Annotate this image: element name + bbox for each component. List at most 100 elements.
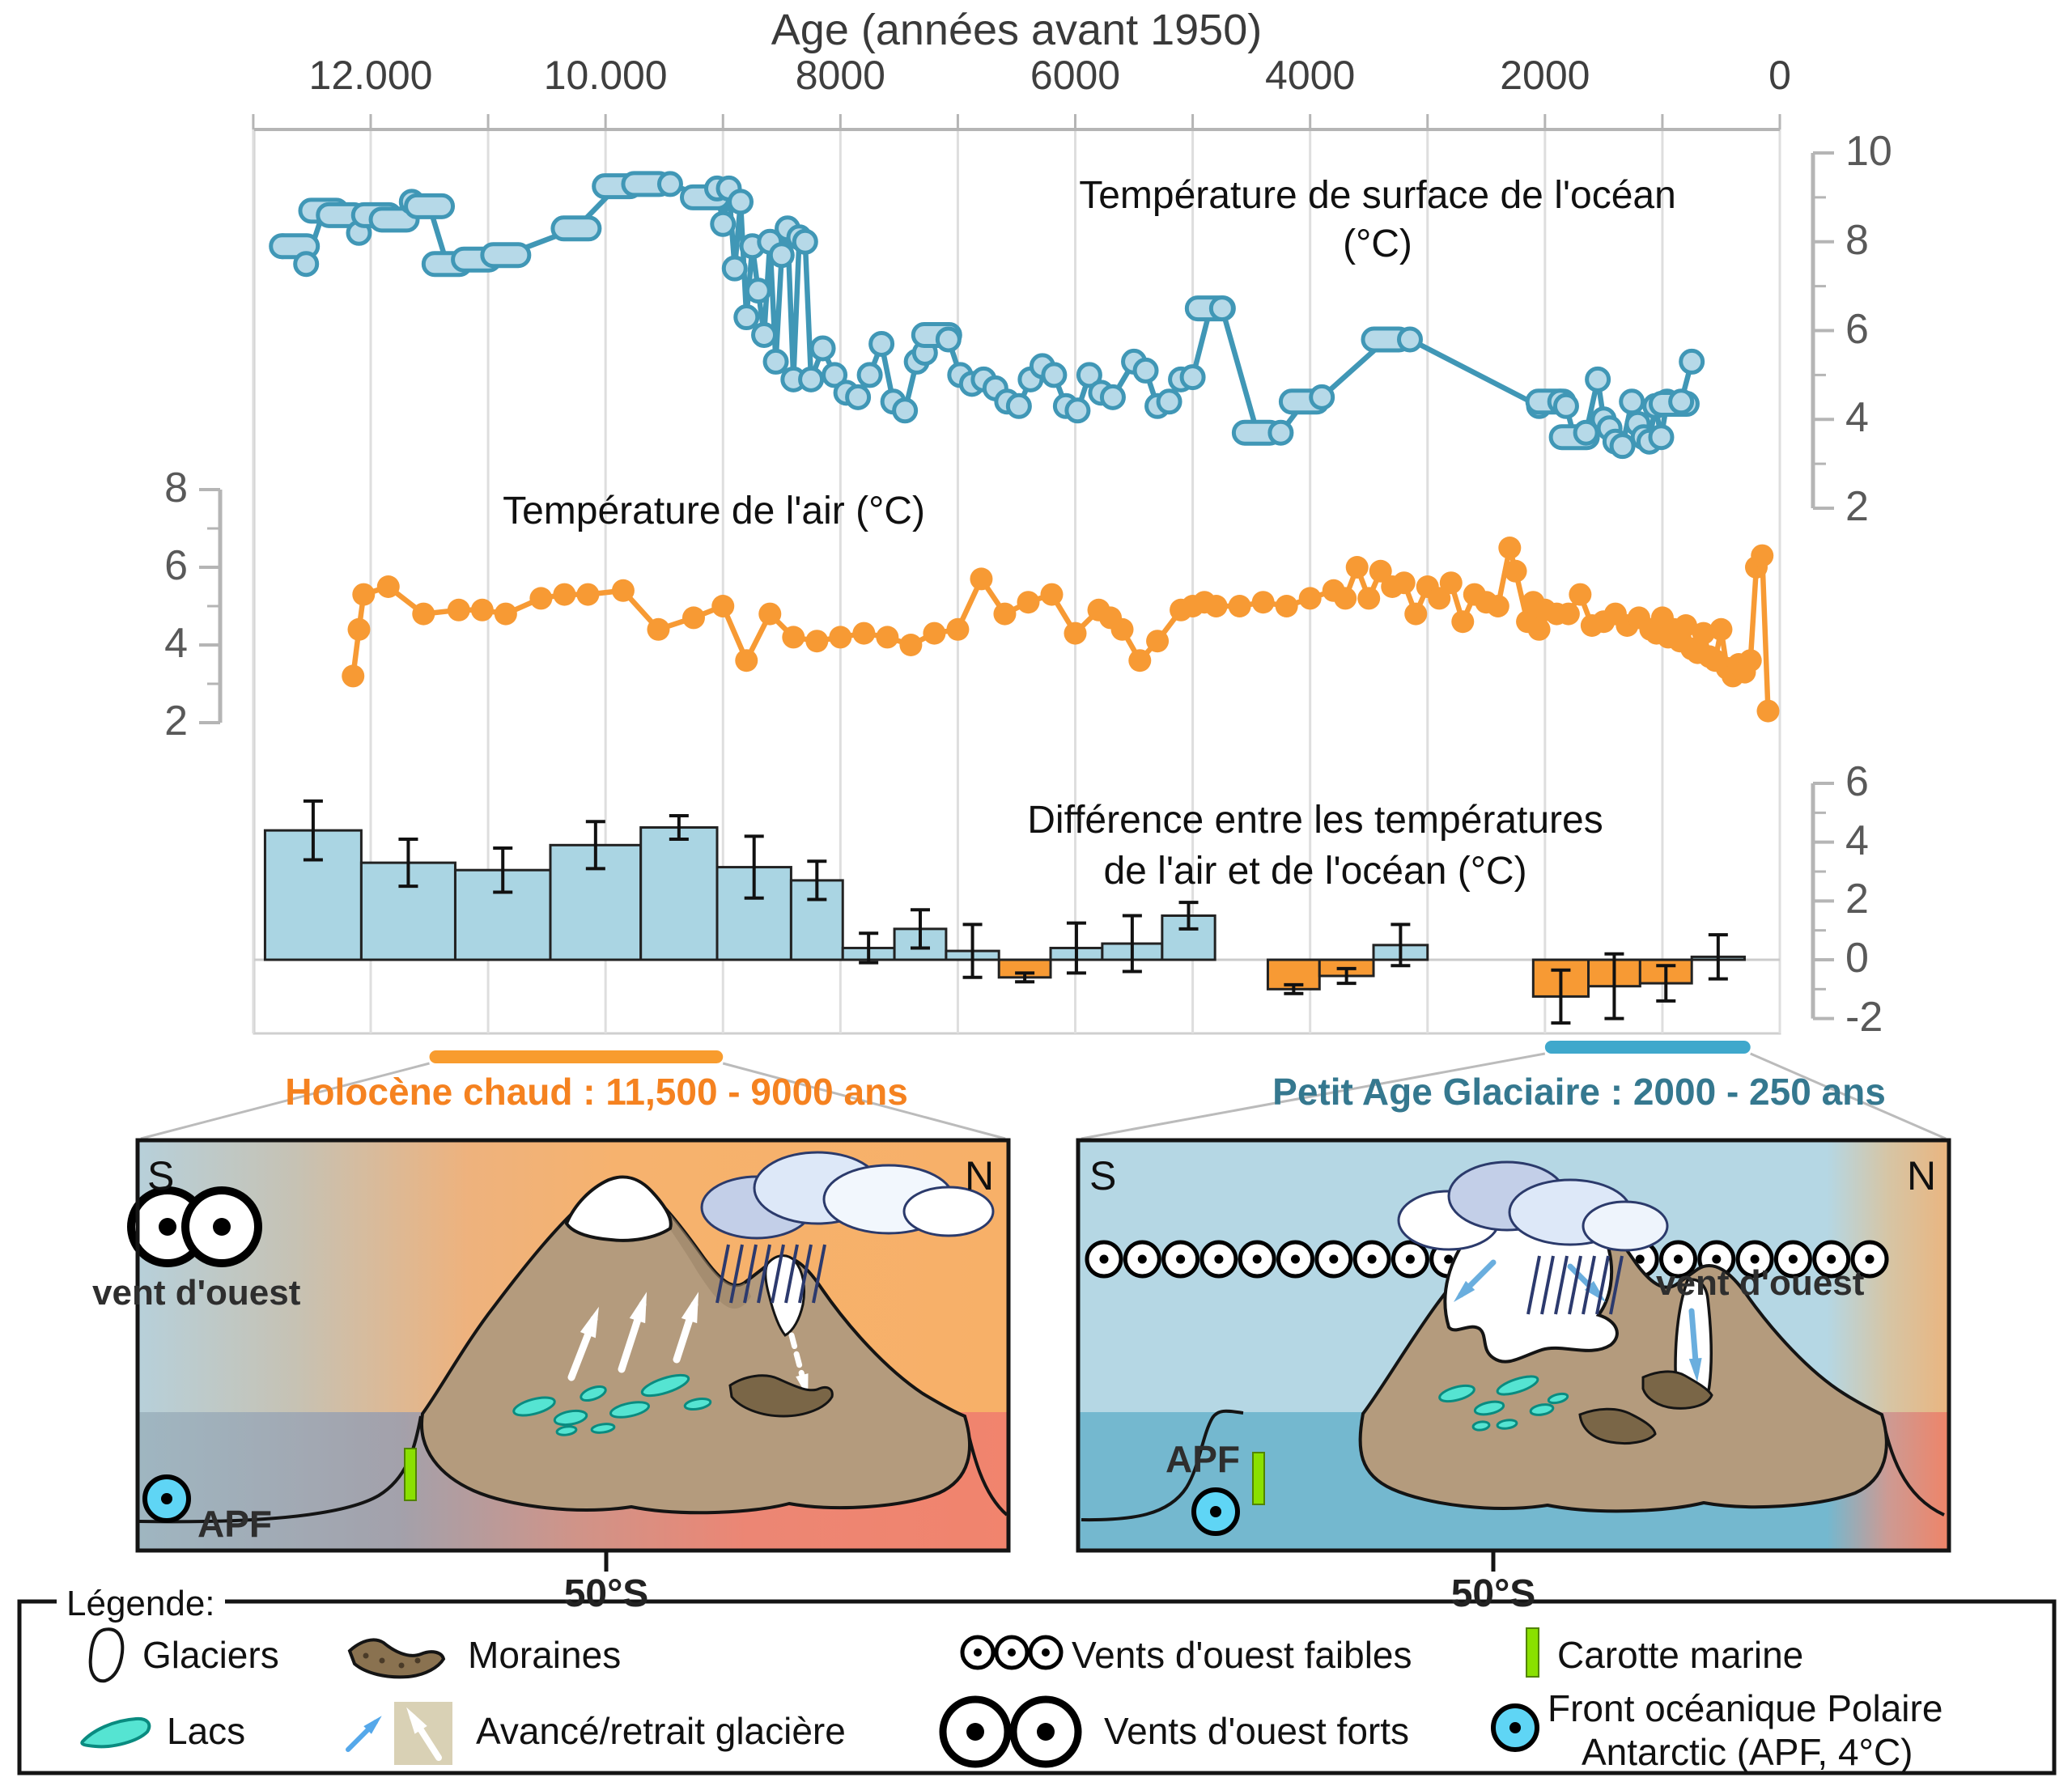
air-y-axis-label: 4 (164, 620, 188, 667)
ocean-data-point (745, 278, 771, 304)
wind-icon (1735, 1240, 1774, 1279)
x-tick-label: 4000 (1265, 53, 1356, 98)
wind-icon (1659, 1240, 1697, 1279)
air-data-point (347, 617, 371, 641)
air-data-point (553, 583, 576, 606)
legend-label-lakes: Lacs (167, 1710, 246, 1752)
wind-icon (1352, 1240, 1391, 1279)
warm-period-bar (429, 1050, 724, 1063)
air-data-point (576, 583, 600, 606)
air-data-point (758, 602, 782, 626)
wind-icon (939, 1695, 1012, 1768)
lake-icon (580, 1385, 607, 1402)
air-data-point (782, 626, 805, 649)
ocean-data-point (368, 206, 420, 233)
panel2-apf-label: APF (1166, 1438, 1240, 1480)
ocean-data-point (762, 348, 789, 375)
air-data-point (1128, 649, 1152, 672)
moraine-icon (1578, 1407, 1657, 1445)
air-data-point (647, 617, 670, 641)
air-data-point (1498, 537, 1522, 559)
air-data-point (1486, 595, 1509, 617)
air-data-point (1369, 559, 1392, 583)
air-data-point (1040, 583, 1064, 606)
panel-little-ice-age (1076, 1138, 1951, 1572)
lakes (512, 1373, 712, 1436)
ocean-series (269, 171, 1705, 460)
seafloor-line (1081, 1409, 1244, 1522)
cloud-icon (700, 1151, 995, 1240)
air-data-point (1751, 544, 1774, 567)
ocean-data-point (751, 321, 778, 348)
marine-core-icon (404, 1448, 417, 1501)
ocean-y-axis-label: 2 (1845, 483, 1869, 530)
panel2-wind-label: vent d'ouest (1656, 1263, 1865, 1303)
marine-core-icon (1526, 1627, 1539, 1678)
ocean-data-point (1668, 388, 1695, 415)
air-chart-title: Température de l'air (°C) (503, 490, 925, 532)
glacier-retreat-arrow-icon (567, 1292, 809, 1398)
x-tick-label: 0 (1768, 53, 1791, 98)
air-data-point (899, 634, 923, 656)
air-data-point (1357, 587, 1381, 610)
ocean-data-point (892, 397, 919, 424)
ocean-data-point (550, 215, 602, 242)
air-data-point (1228, 595, 1251, 617)
ocean-data-point (768, 242, 795, 269)
difference-y-axis-label: 6 (1845, 758, 1869, 806)
ocean-chart-title: Température de surface de l'océan (1079, 174, 1676, 217)
ocean-data-point (792, 228, 818, 255)
legend-label-apf-line1: Front océanique Polaire (1548, 1687, 1943, 1729)
air-data-point (1556, 602, 1580, 626)
panel1-wind-label: vent d'ouest (92, 1273, 301, 1313)
air-data-point (352, 583, 376, 606)
ocean-data-point (1267, 419, 1294, 446)
air-data-point (494, 602, 517, 626)
ocean-data-point (1179, 364, 1206, 391)
period-markers (140, 1041, 1947, 1140)
air-data-point (1298, 587, 1322, 610)
legend-label-advance-retreat: Avancé/retrait glacière (476, 1710, 846, 1752)
lakes (1438, 1375, 1569, 1432)
air-data-point (1275, 595, 1298, 617)
air-data-point (412, 602, 435, 626)
air-data-point (342, 664, 365, 688)
ocean-data-point (1076, 362, 1102, 388)
ocean-data-point (935, 326, 962, 353)
ocean-data-point (1573, 419, 1599, 446)
ocean-data-point (1552, 392, 1579, 419)
panel1-north-label: N (965, 1153, 995, 1198)
ocean-y-axis-label: 6 (1845, 305, 1869, 353)
air-data-point (711, 595, 735, 617)
air-data-point (1110, 617, 1134, 641)
ocean-data-point (798, 366, 825, 392)
legend-label-glaciers: Glaciers (142, 1634, 279, 1676)
air-data-point (852, 621, 876, 645)
wind-icon (1028, 1635, 1064, 1670)
x-tick-label: 8000 (795, 53, 885, 98)
panel1-latitude-label: 50°S (563, 1572, 649, 1615)
ocean-data-point (293, 251, 320, 278)
lake-icon (1496, 1375, 1539, 1396)
legend (17, 1599, 2057, 1775)
legend-label-apf-line2: Antarctic (APF, 4°C) (1582, 1731, 1913, 1773)
legend-title: Légende: (57, 1584, 225, 1624)
ocean-data-point (1585, 366, 1611, 392)
wind-icon (1850, 1240, 1889, 1279)
difference-chart-title-line2: de l'air et de l'océan (°C) (1103, 850, 1527, 893)
lake-icon (1473, 1400, 1505, 1416)
ocean-data-point (1609, 433, 1636, 460)
wind-icon (994, 1635, 1030, 1670)
x-tick-label: 2000 (1500, 53, 1590, 98)
ocean-data-point (728, 189, 754, 215)
apf-icon (142, 1474, 191, 1523)
panel2-south-label: S (1089, 1153, 1117, 1198)
apf-icon (1191, 1487, 1240, 1536)
glacier-icon (88, 1627, 125, 1683)
moraine-icon (1641, 1370, 1713, 1410)
lake-icon (553, 1409, 588, 1427)
wind-icon (1773, 1240, 1812, 1279)
difference-bar-series (263, 799, 1746, 1025)
panel1-south-label: S (147, 1153, 175, 1198)
air-y-axis (199, 488, 223, 724)
